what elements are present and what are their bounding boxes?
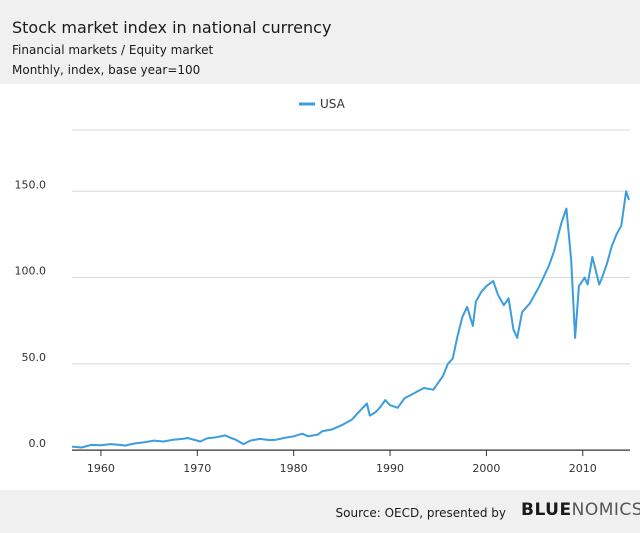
- legend-label-usa: USA: [320, 97, 346, 111]
- series-group: [71, 190, 630, 449]
- source-text: Source: OECD, presented by: [335, 506, 507, 520]
- brand-part-2: NOMICS: [571, 500, 640, 520]
- chart-footer: Source: OECD, presented by BLUENOMICS: [0, 490, 640, 533]
- x-tick-label: 1980: [280, 462, 308, 475]
- x-tick-label: 2000: [472, 462, 500, 475]
- y-axis-ticks: 0.0 50.0 100.0 150.0: [15, 178, 47, 450]
- brand-part-1: BLUE: [521, 500, 572, 520]
- grid-lines: [72, 129, 630, 451]
- x-tick-label: 2010: [569, 462, 597, 475]
- chart-subtitle-units: Monthly, index, base year=100: [12, 63, 201, 77]
- y-tick-label: 0.0: [29, 437, 47, 450]
- chart-header: Stock market index in national currency …: [0, 0, 640, 84]
- brand-logo[interactable]: BLUENOMICS: [521, 500, 640, 520]
- x-axis-ticks: 1960 1970 1980 1990 2000 2010: [87, 450, 597, 475]
- x-tick-label: 1990: [376, 462, 404, 475]
- x-tick-label: 1970: [183, 462, 211, 475]
- y-tick-label: 100.0: [15, 265, 47, 278]
- y-tick-label: 50.0: [22, 351, 47, 364]
- chart-title: Stock market index in national currency: [12, 18, 332, 37]
- series-line-usa[interactable]: [71, 190, 630, 449]
- chart-subtitle: Financial markets / Equity market: [12, 43, 214, 57]
- legend[interactable]: USA: [299, 97, 346, 111]
- line-chart: 0.0 50.0 100.0 150.0 1960 1970 1980 1990 2000 20…: [15, 97, 630, 475]
- y-tick-label: 150.0: [15, 178, 47, 191]
- x-tick-label: 1960: [87, 462, 115, 475]
